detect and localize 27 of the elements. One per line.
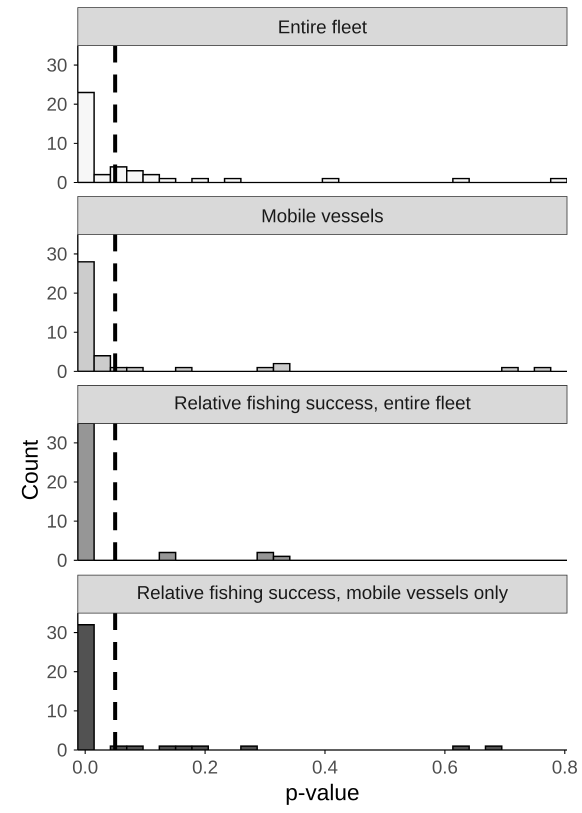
x-tick-label: 0.4 bbox=[312, 760, 338, 774]
y-tick-label: 10 bbox=[48, 136, 67, 150]
y-tick-label: 30 bbox=[47, 626, 67, 640]
y-tick-label: 10 bbox=[48, 514, 67, 528]
y-tick-label: 30 bbox=[47, 436, 67, 450]
x-tick-label: 0.8 bbox=[552, 760, 577, 774]
x-tick-label: 0.0 bbox=[72, 760, 98, 774]
y-tick-label: 10 bbox=[48, 704, 67, 718]
y-tick-label: 20 bbox=[47, 665, 67, 678]
y-tick-label: 30 bbox=[47, 58, 67, 72]
x-tick-label: 0.6 bbox=[432, 760, 458, 774]
y-tick-label: 20 bbox=[47, 286, 67, 300]
x-axis-title: p-value bbox=[286, 784, 359, 805]
y-tick-label: 20 bbox=[47, 98, 67, 111]
chart-title: Relative fishing success, mobile vessels only bbox=[138, 585, 508, 603]
y-axis-title: Count bbox=[22, 440, 38, 500]
x-tick-label: 0.2 bbox=[192, 760, 218, 774]
chart-title: Mobile vessels bbox=[262, 208, 383, 222]
y-tick-label: 0 bbox=[58, 743, 67, 757]
y-tick-label: 0 bbox=[58, 176, 67, 190]
y-tick-label: 0 bbox=[58, 554, 67, 567]
chart-title: Entire fleet bbox=[279, 20, 367, 34]
y-tick-label: 30 bbox=[47, 247, 67, 261]
y-tick-label: 10 bbox=[48, 326, 67, 339]
y-tick-label: 0 bbox=[58, 364, 67, 378]
chart-title: Relative fishing success, entire fleet bbox=[176, 396, 471, 414]
y-tick-label: 20 bbox=[47, 475, 67, 489]
